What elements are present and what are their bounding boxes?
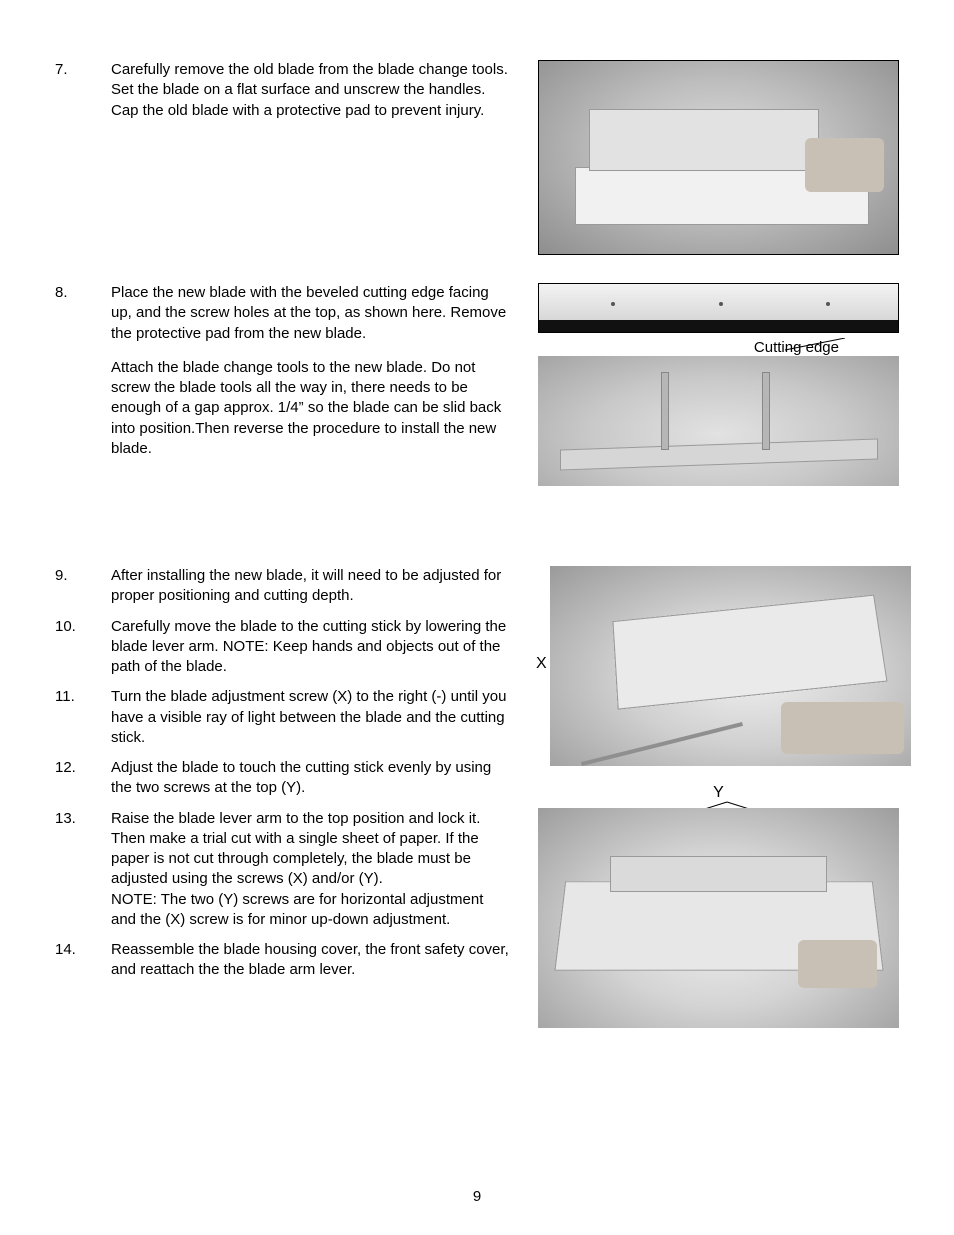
step-number: 12. xyxy=(55,758,93,799)
section-step-8: 8. Place the new blade with the beveled … xyxy=(55,283,899,486)
step-text: Adjust the blade to touch the cutting st… xyxy=(111,758,510,799)
step-text: Carefully remove the old blade from the … xyxy=(111,60,510,121)
step-text: Place the new blade with the beveled cut… xyxy=(111,283,510,344)
figure-1-column xyxy=(538,60,899,255)
step-9: 9. After installing the new blade, it wi… xyxy=(55,566,510,607)
figure-1-photo xyxy=(538,60,899,255)
label-x-text: X xyxy=(536,655,547,673)
step-8: 8. Place the new blade with the beveled … xyxy=(55,283,510,459)
step-number: 8. xyxy=(55,283,93,459)
figure-4-5-column: X Y xyxy=(538,566,899,1028)
label-y-text: Y xyxy=(713,784,724,801)
step-text-extra: Attach the blade change tools to the new… xyxy=(111,358,510,459)
step-number: 10. xyxy=(55,617,93,678)
step-13: 13. Raise the blade lever arm to the top… xyxy=(55,809,510,931)
step-10: 10. Carefully move the blade to the cutt… xyxy=(55,617,510,678)
step-text: Raise the blade lever arm to the top pos… xyxy=(111,809,510,890)
step-14: 14. Reassemble the blade housing cover, … xyxy=(55,940,510,981)
step-text: Carefully move the blade to the cutting … xyxy=(111,617,510,678)
figure-2-blade-bar xyxy=(538,283,899,333)
section-steps-9-14: 9. After installing the new blade, it wi… xyxy=(55,566,899,1028)
step-text: Turn the blade adjustment screw (X) to t… xyxy=(111,687,510,748)
step-text-note: NOTE: The two (Y) screws are for horizon… xyxy=(111,890,510,931)
figure-2-3-column: Cutting edge xyxy=(538,283,899,486)
step-number: 9. xyxy=(55,566,93,607)
figure-4-photo xyxy=(550,566,911,766)
step-7: 7. Carefully remove the old blade from t… xyxy=(55,60,510,121)
text-column-7: 7. Carefully remove the old blade from t… xyxy=(55,60,510,131)
figure-5-photo xyxy=(538,808,899,1028)
step-text: Reassemble the blade housing cover, the … xyxy=(111,940,510,981)
step-text: After installing the new blade, it will … xyxy=(111,566,510,607)
step-number: 11. xyxy=(55,687,93,748)
text-column-9-14: 9. After installing the new blade, it wi… xyxy=(55,566,510,991)
step-number: 14. xyxy=(55,940,93,981)
figure-3-photo xyxy=(538,356,899,486)
step-11: 11. Turn the blade adjustment screw (X) … xyxy=(55,687,510,748)
section-step-7: 7. Carefully remove the old blade from t… xyxy=(55,60,899,255)
step-number: 13. xyxy=(55,809,93,931)
text-column-8: 8. Place the new blade with the beveled … xyxy=(55,283,510,469)
page-number: 9 xyxy=(0,1188,954,1205)
cutting-edge-pointer-line xyxy=(545,338,899,352)
step-12: 12. Adjust the blade to touch the cuttin… xyxy=(55,758,510,799)
step-number: 7. xyxy=(55,60,93,121)
